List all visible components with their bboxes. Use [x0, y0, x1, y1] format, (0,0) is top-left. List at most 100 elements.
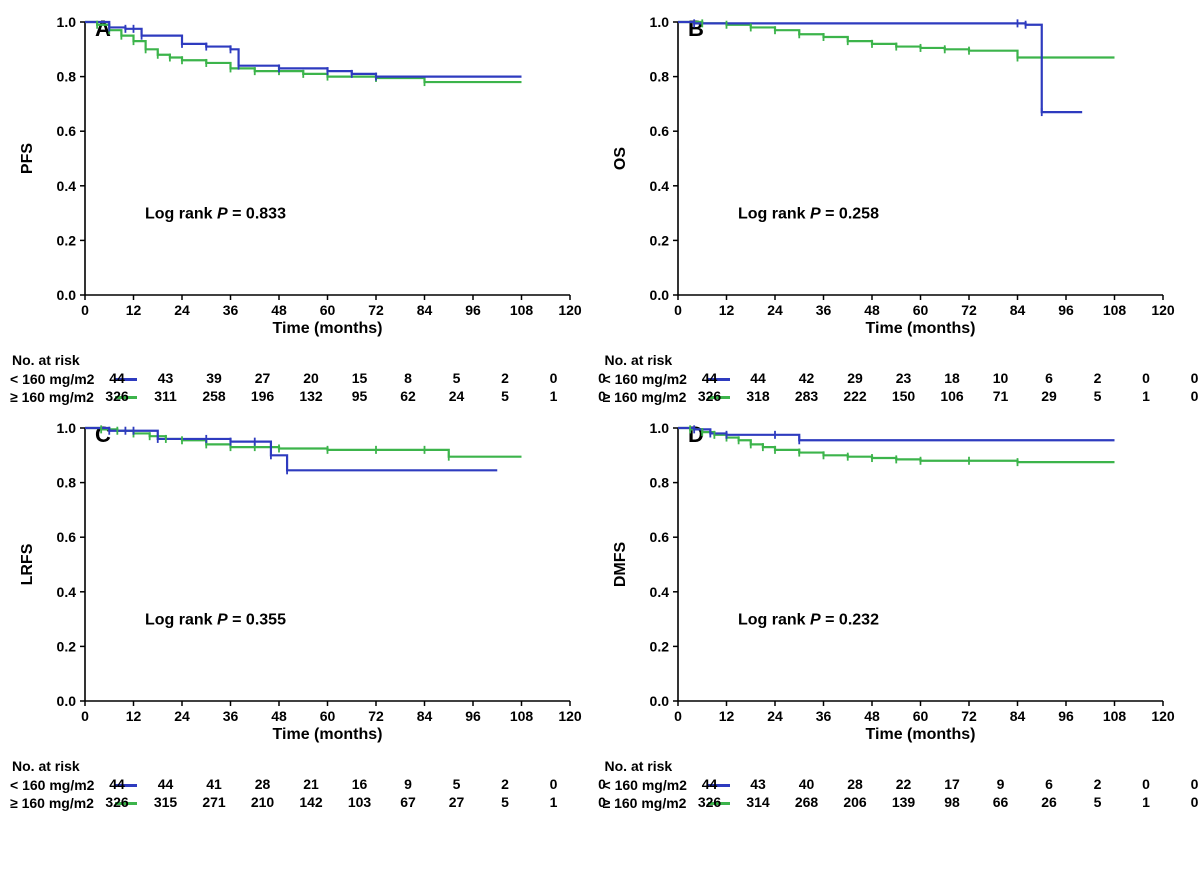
risk-cell: 0	[529, 370, 579, 386]
svg-text:0.4: 0.4	[57, 178, 77, 194]
risk-cell: 5	[480, 388, 530, 404]
svg-text:24: 24	[767, 302, 783, 318]
svg-text:60: 60	[320, 302, 336, 318]
risk-cell: 5	[1073, 388, 1123, 404]
risk-row-series1: < 160 mg/m2444442292318106200	[603, 370, 1191, 388]
risk-cell: 0	[1121, 370, 1171, 386]
svg-text:0.8: 0.8	[649, 69, 669, 85]
risk-cell: 27	[238, 370, 288, 386]
risk-cell: 0	[529, 776, 579, 792]
km-plot-a: 0.00.20.40.60.81.00122436486072849610812…	[10, 10, 590, 350]
risk-cell: 0	[1170, 388, 1200, 404]
risk-cell: 326	[92, 794, 142, 810]
svg-text:0.6: 0.6	[57, 529, 77, 545]
risk-cell: 44	[92, 776, 142, 792]
risk-cell: 2	[480, 370, 530, 386]
risk-cell: 142	[286, 794, 336, 810]
svg-text:1.0: 1.0	[649, 14, 669, 30]
svg-text:0.6: 0.6	[57, 123, 77, 139]
svg-text:120: 120	[558, 708, 582, 724]
km-plot-d: 0.00.20.40.60.81.00122436486072849610812…	[603, 416, 1183, 756]
svg-text:12: 12	[126, 708, 142, 724]
risk-cell: 15	[335, 370, 385, 386]
risk-cell: 210	[238, 794, 288, 810]
risk-cell: 22	[879, 776, 929, 792]
svg-text:60: 60	[912, 708, 928, 724]
svg-text:0.6: 0.6	[649, 123, 669, 139]
svg-text:96: 96	[1058, 302, 1074, 318]
svg-text:DMFS: DMFS	[612, 542, 629, 588]
risk-cell: 39	[189, 370, 239, 386]
risk-cell: 8	[383, 370, 433, 386]
svg-text:120: 120	[1151, 302, 1175, 318]
svg-text:Time (months): Time (months)	[865, 726, 975, 743]
svg-text:72: 72	[961, 708, 977, 724]
svg-text:0.4: 0.4	[57, 584, 77, 600]
risk-row-series2: ≥ 160 mg/m2326311258196132956224510	[10, 388, 598, 406]
svg-text:Log rank P = 0.355: Log rank P = 0.355	[145, 612, 286, 629]
risk-cell: 40	[782, 776, 832, 792]
risk-cell: 283	[782, 388, 832, 404]
svg-text:84: 84	[417, 708, 433, 724]
svg-text:1.0: 1.0	[57, 420, 77, 436]
risk-cell: 311	[141, 388, 191, 404]
risk-cell: 66	[976, 794, 1026, 810]
svg-text:72: 72	[368, 708, 384, 724]
risk-cell: 268	[782, 794, 832, 810]
risk-cell: 28	[830, 776, 880, 792]
risk-cell: 1	[529, 794, 579, 810]
svg-text:48: 48	[271, 302, 287, 318]
risk-cell: 95	[335, 388, 385, 404]
risk-cell: 41	[189, 776, 239, 792]
risk-cell: 16	[335, 776, 385, 792]
risk-row-series1: < 160 mg/m244444128211695200	[10, 776, 598, 794]
risk-cell: 222	[830, 388, 880, 404]
svg-text:12: 12	[718, 302, 734, 318]
svg-text:36: 36	[223, 708, 239, 724]
svg-text:48: 48	[864, 708, 880, 724]
risk-cell: 17	[927, 776, 977, 792]
risk-cell: 5	[480, 794, 530, 810]
risk-cell: 24	[432, 388, 482, 404]
risk-cell: 314	[733, 794, 783, 810]
svg-text:48: 48	[271, 708, 287, 724]
svg-text:LRFS: LRFS	[19, 543, 36, 585]
svg-text:36: 36	[815, 302, 831, 318]
svg-text:12: 12	[126, 302, 142, 318]
svg-text:0.8: 0.8	[57, 475, 77, 491]
svg-text:84: 84	[1009, 708, 1025, 724]
risk-cell: 2	[480, 776, 530, 792]
svg-text:72: 72	[368, 302, 384, 318]
risk-cell: 0	[1170, 776, 1200, 792]
risk-row-series1: < 160 mg/m244434028221796200	[603, 776, 1191, 794]
risk-cell: 26	[1024, 794, 1074, 810]
svg-text:0.0: 0.0	[57, 287, 77, 303]
panel-d: 0.00.20.40.60.81.00122436486072849610812…	[603, 416, 1191, 812]
risk-cell: 67	[383, 794, 433, 810]
risk-cell: 5	[1073, 794, 1123, 810]
risk-cell: 139	[879, 794, 929, 810]
risk-cell: 44	[92, 370, 142, 386]
svg-text:120: 120	[558, 302, 582, 318]
svg-text:Log rank P = 0.833: Log rank P = 0.833	[145, 206, 286, 223]
svg-text:84: 84	[417, 302, 433, 318]
svg-text:24: 24	[767, 708, 783, 724]
svg-text:OS: OS	[612, 147, 629, 170]
risk-cell: 62	[383, 388, 433, 404]
risk-cell: 132	[286, 388, 336, 404]
risk-cell: 106	[927, 388, 977, 404]
risk-cell: 196	[238, 388, 288, 404]
risk-cell: 271	[189, 794, 239, 810]
svg-text:Time (months): Time (months)	[273, 320, 383, 337]
risk-row-series2: ≥ 160 mg/m2326314268206139986626510	[603, 794, 1191, 812]
risk-cell: 1	[529, 388, 579, 404]
risk-row-series2: ≥ 160 mg/m23263152712101421036727510	[10, 794, 598, 812]
risk-cell: 44	[733, 370, 783, 386]
svg-text:36: 36	[223, 302, 239, 318]
svg-text:0.0: 0.0	[649, 287, 669, 303]
risk-cell: 2	[1073, 776, 1123, 792]
svg-text:24: 24	[174, 302, 190, 318]
risk-cell: 206	[830, 794, 880, 810]
risk-cell: 18	[927, 370, 977, 386]
risk-cell: 0	[1170, 370, 1200, 386]
